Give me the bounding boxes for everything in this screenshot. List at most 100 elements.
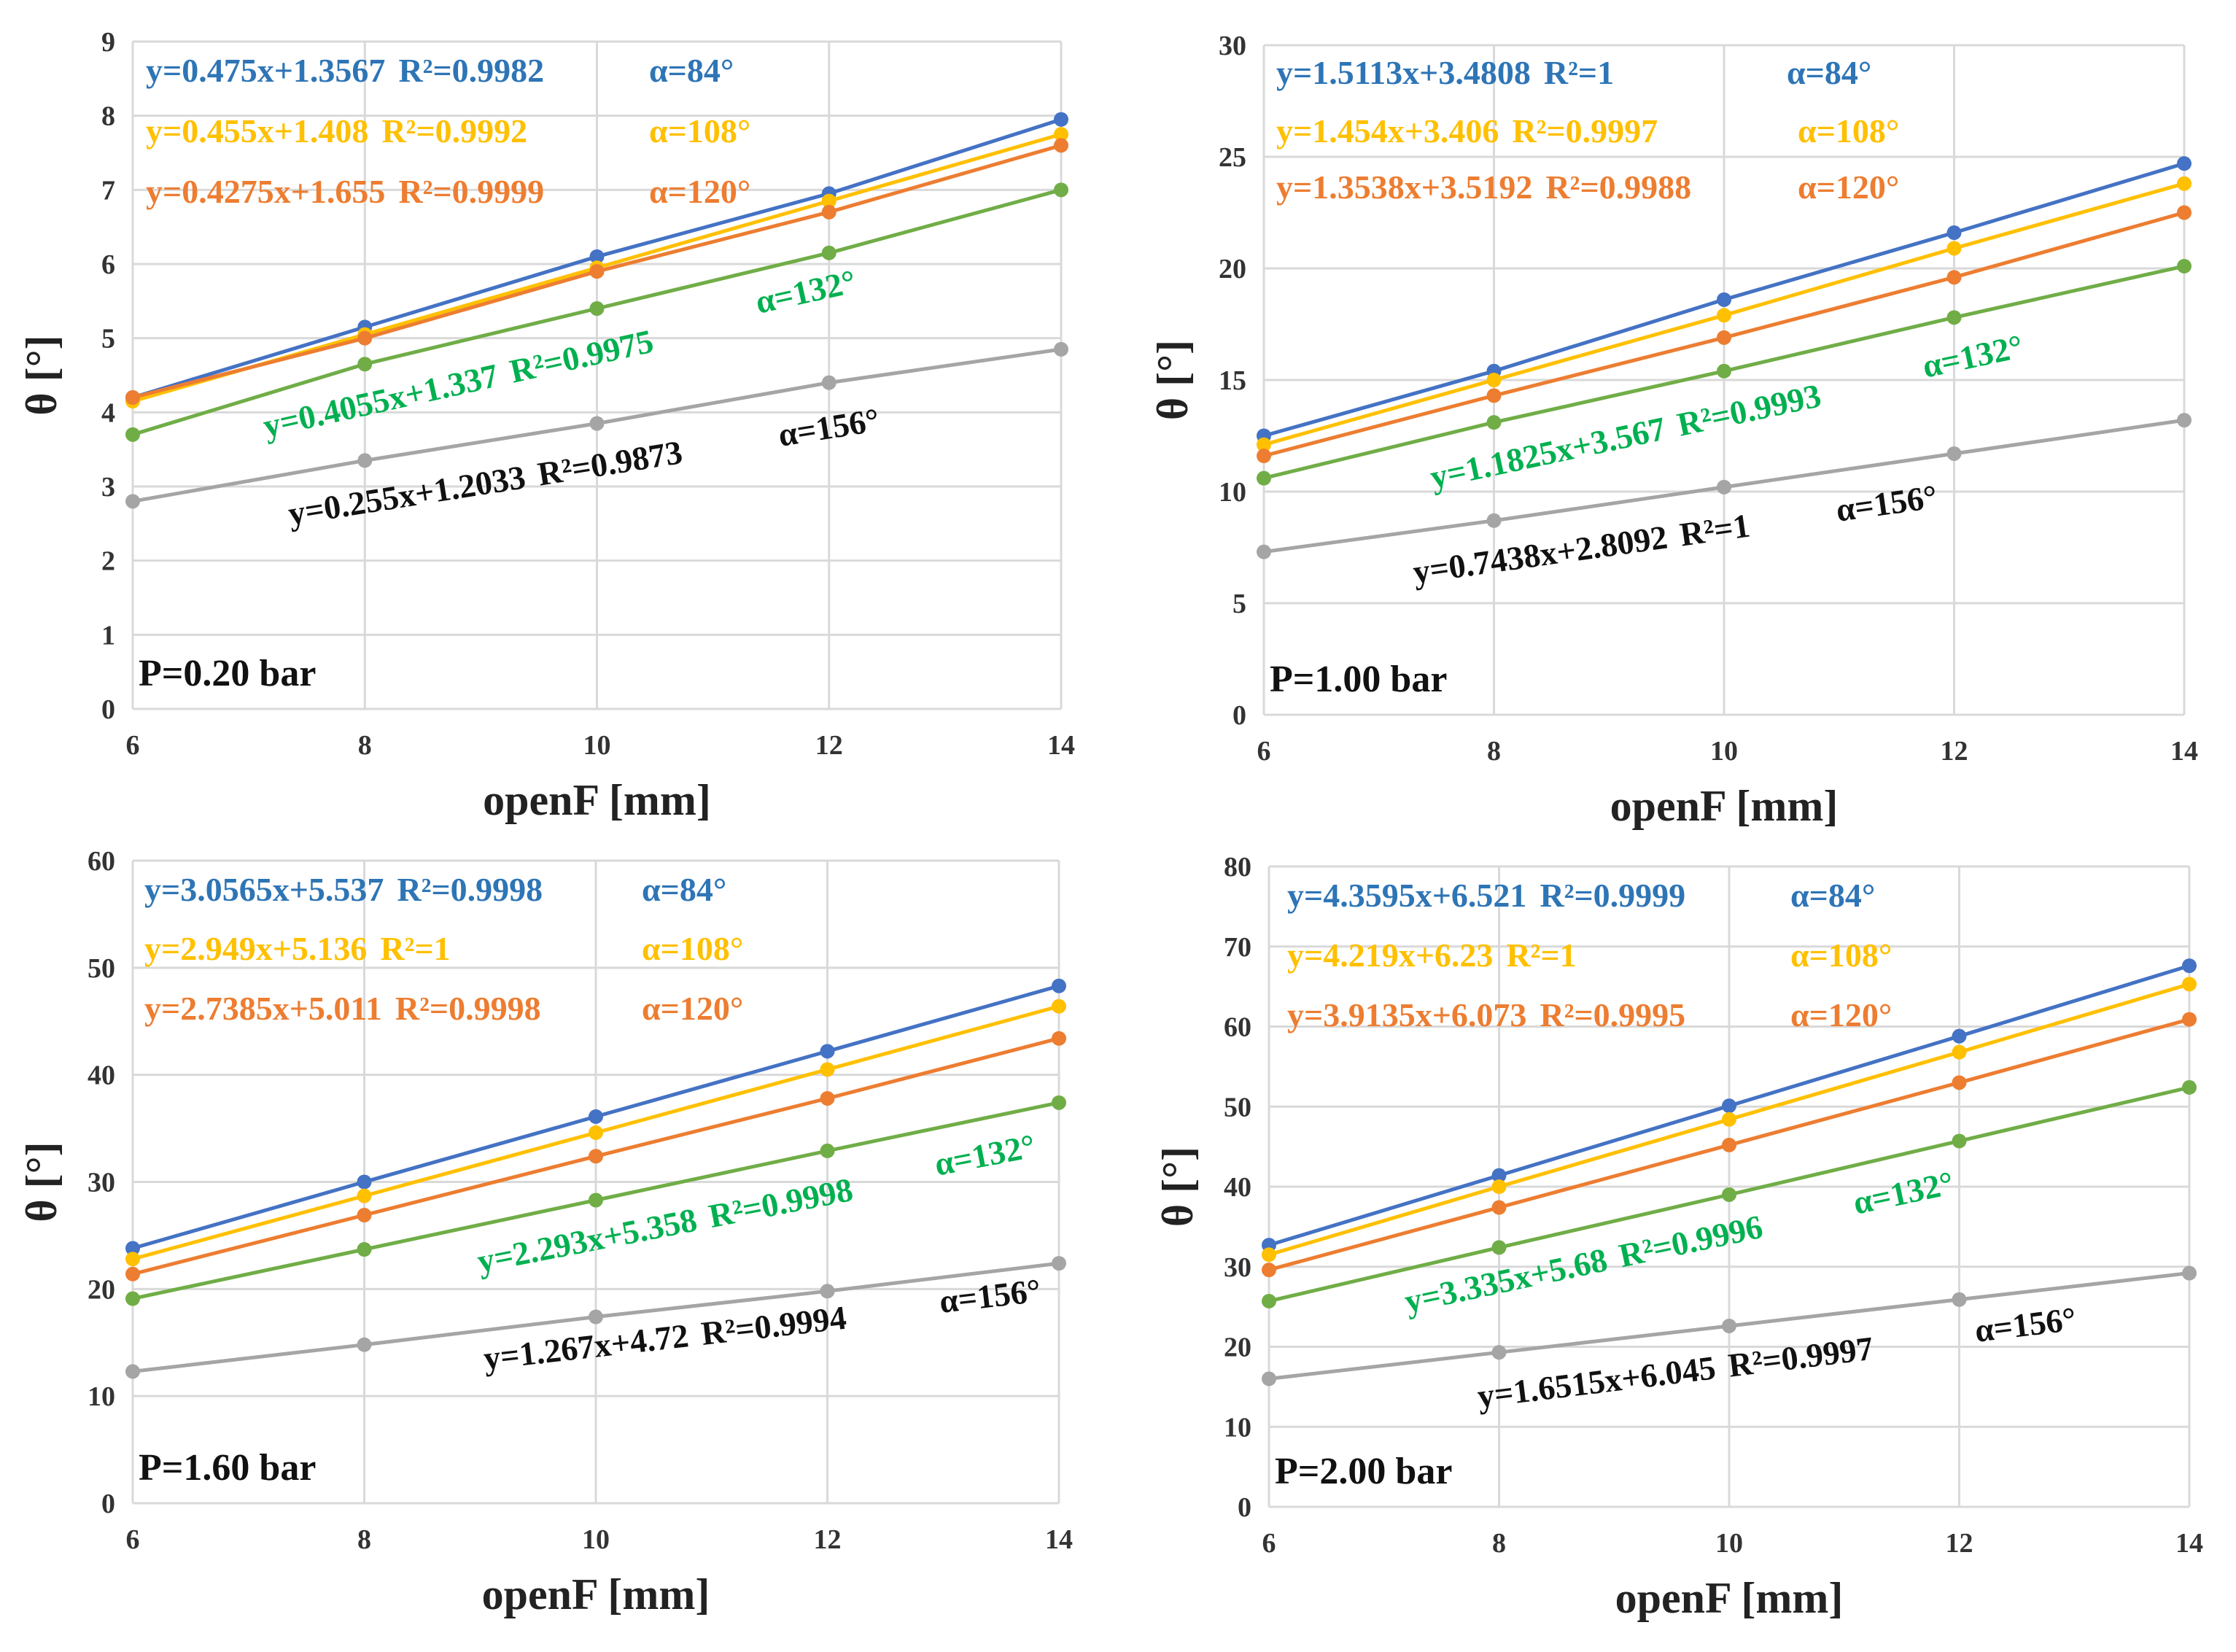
data-point (357, 1242, 372, 1257)
data-point (1717, 292, 1731, 307)
r-squared-text: R²=1 (1544, 54, 1614, 91)
y-tick-label: 50 (1224, 1092, 1251, 1122)
y-tick-label: 20 (1224, 1333, 1251, 1363)
y-tick-label: 0 (1232, 700, 1246, 731)
angle-label-4: α=132° (752, 263, 859, 321)
x-tick-label: 6 (1257, 736, 1271, 767)
data-point (1486, 415, 1502, 430)
data-point (1052, 1031, 1066, 1046)
equation-text: y=3.9135x+6.073 (1287, 996, 1526, 1034)
data-point (125, 427, 140, 442)
data-point (2177, 205, 2192, 220)
r-squared-text: R²=0.9993 (1674, 376, 1824, 443)
data-point (125, 1291, 140, 1306)
r-squared-text: R²=0.9997 (1512, 112, 1658, 150)
y-tick-label: 1 (101, 620, 115, 651)
x-tick-label: 14 (2175, 1528, 2203, 1559)
r-squared-text: R²=1 (1506, 936, 1576, 974)
chart-panel-4: 0 10 20 30 40 50 60 70 80 6 8 10 12 14 openF [mm] θ [°]… (1154, 852, 2203, 1622)
angle-label-4: α=132° (1849, 1164, 1957, 1222)
x-tick-label: 12 (814, 1524, 842, 1555)
data-point (1952, 1044, 1967, 1060)
trendline-equation-2: y=2.949x+5.136 R²=1 (144, 930, 451, 967)
data-point (1052, 978, 1066, 993)
data-point (1946, 241, 1962, 256)
y-tick-label: 5 (101, 324, 115, 354)
data-point (2182, 977, 2197, 992)
data-point (2182, 1265, 2197, 1281)
data-point (821, 375, 836, 390)
data-point (820, 1284, 835, 1299)
data-point (821, 204, 836, 220)
chart-panel-2: 0 5 10 15 20 25 30 6 8 10 12 14 openF [mm] θ [°] y=1.5… (1149, 31, 2198, 830)
r-squared-text: R²=1 (1677, 507, 1752, 554)
y-tick-label: 7 (101, 175, 115, 206)
data-point (1486, 388, 1502, 403)
equation-text: y=1.454x+3.406 (1276, 112, 1499, 150)
data-point (1257, 470, 1271, 486)
data-point (821, 193, 836, 209)
x-tick-label: 14 (2170, 736, 2198, 767)
x-tick-label: 12 (815, 730, 843, 761)
y-tick-label: 0 (1238, 1492, 1251, 1523)
data-point (1946, 270, 1962, 285)
data-point (1717, 363, 1731, 379)
data-point (589, 1125, 603, 1140)
data-point (2177, 413, 2192, 428)
r-squared-text: R²=0.9982 (398, 52, 544, 89)
equation-text: y=1.5113x+3.4808 (1276, 54, 1531, 91)
trendline-equation-1: y=4.3595x+6.521 R²=0.9999 (1287, 877, 1685, 914)
angle-label-2: α=108° (642, 930, 743, 967)
data-point (1952, 1075, 1967, 1090)
data-point (1491, 1345, 1507, 1360)
y-tick-label: 25 (1219, 142, 1246, 173)
data-point (1952, 1028, 1967, 1044)
data-point (589, 1149, 603, 1164)
x-tick-label: 6 (126, 730, 140, 761)
data-point (821, 245, 836, 260)
x-tick-label: 8 (1487, 736, 1501, 767)
r-squared-text: R²=0.9995 (1540, 996, 1685, 1034)
panel-pressure-label: P=1.60 bar (139, 1447, 316, 1489)
y-tick-label: 10 (1219, 477, 1246, 508)
y-tick-label: 60 (88, 846, 115, 877)
data-point (2177, 176, 2192, 191)
r-squared-text: R²=0.9992 (381, 112, 527, 150)
y-tick-label: 0 (101, 694, 115, 725)
data-point (1052, 1095, 1066, 1110)
y-tick-label: 30 (88, 1168, 115, 1198)
data-point (125, 1266, 140, 1281)
r-squared-text: R²=0.9988 (1545, 168, 1691, 206)
r-squared-text: R²=0.9998 (395, 990, 541, 1027)
y-axis-title: θ [°] (18, 1141, 66, 1222)
trendline-equation-5: y=0.255x+1.2033 R²=0.9873 (286, 433, 685, 532)
data-point (357, 330, 373, 346)
angle-label-4: α=132° (1919, 327, 2026, 385)
y-tick-label: 70 (1224, 932, 1251, 963)
x-axis-title: openF [mm] (482, 1570, 710, 1618)
y-tick-label: 40 (88, 1060, 115, 1091)
data-point (1257, 437, 1271, 452)
y-tick-label: 20 (1219, 254, 1246, 284)
data-point (1054, 127, 1068, 142)
data-point (1722, 1098, 1736, 1114)
data-point (1717, 479, 1731, 495)
x-tick-label: 10 (583, 730, 611, 761)
trendline-equation-3: y=3.9135x+6.073 R²=0.9995 (1287, 996, 1685, 1034)
data-point (1486, 373, 1502, 387)
y-tick-label: 4 (101, 398, 115, 428)
data-point (1054, 112, 1068, 127)
x-tick-label: 10 (582, 1524, 610, 1555)
y-tick-label: 6 (101, 249, 115, 280)
data-point (589, 1309, 603, 1325)
trendline-equation-5: y=1.6515x+6.045 R²=0.9997 (1475, 1330, 1875, 1415)
equation-text: y=0.475x+1.3567 (146, 52, 385, 89)
data-point (589, 301, 605, 316)
y-tick-label: 2 (101, 546, 115, 577)
trendline-equation-2: y=1.454x+3.406 R²=0.9997 (1276, 112, 1658, 150)
y-axis-title: θ [°] (1154, 1147, 1202, 1227)
data-point (1722, 1187, 1736, 1202)
angle-label-1: α=84° (649, 52, 734, 89)
angle-label-5: α=156° (937, 1271, 1042, 1319)
